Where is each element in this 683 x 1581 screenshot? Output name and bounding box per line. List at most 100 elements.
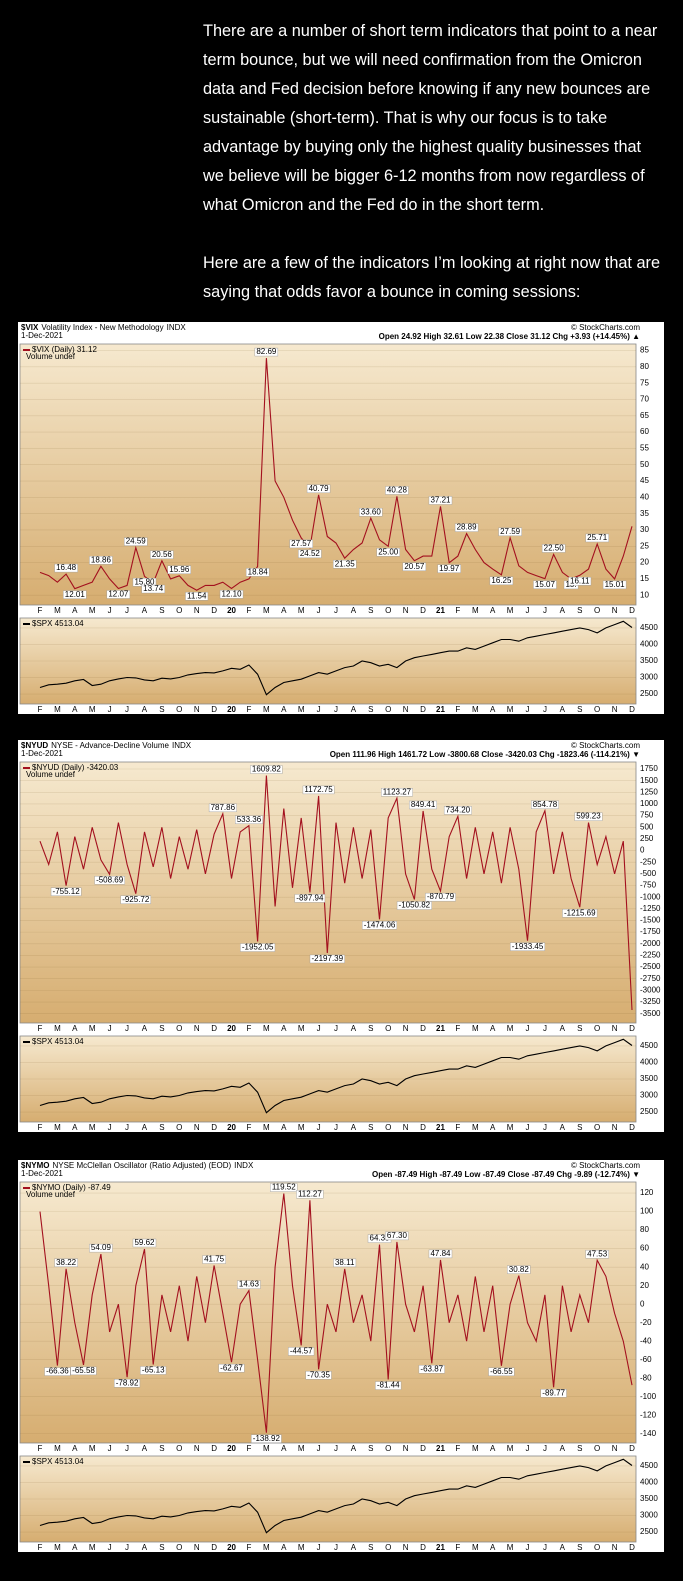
value-label-box <box>245 568 270 577</box>
x-tick-label: M <box>263 1543 270 1552</box>
x-tick-label: S <box>159 1123 164 1132</box>
legend-volume: Volume undef <box>26 770 76 779</box>
value-label-box <box>332 559 357 569</box>
y-tick-label: -2750 <box>640 974 661 983</box>
x-tick-label: J <box>526 1444 530 1453</box>
series-line <box>39 1458 633 1534</box>
x-tick-label: J <box>108 1444 112 1453</box>
x-tick-label: M <box>507 705 514 714</box>
value-label: 20.56 <box>152 550 173 559</box>
chart-exchange: INDX <box>167 323 187 332</box>
x-tick-label: J <box>526 606 530 615</box>
value-label: 16.11 <box>570 576 590 585</box>
value-label-box <box>54 1258 78 1267</box>
value-label-box <box>585 1249 609 1259</box>
value-label: -65.58 <box>72 1366 95 1375</box>
x-tick-label: S <box>159 1543 164 1552</box>
x-tick-label: F <box>246 1024 251 1033</box>
y-tick-label: 4500 <box>640 623 658 632</box>
x-tick-label: J <box>334 1123 338 1132</box>
y-tick-label: 2500 <box>640 1107 658 1116</box>
x-tick-label: S <box>577 606 582 615</box>
x-tick-label: N <box>403 1543 409 1552</box>
y-tick-label: 1500 <box>640 776 658 785</box>
value-label: 533.36 <box>237 815 262 824</box>
x-tick-label: N <box>612 606 618 615</box>
y-tick-label: -80 <box>640 1373 652 1382</box>
value-label-box <box>208 803 237 813</box>
value-label-box <box>568 577 592 586</box>
y-tick-label: -1000 <box>640 892 661 901</box>
chart-quote: Open 111.96 High 1461.72 Low -3800.68 Cl… <box>330 750 640 759</box>
value-label: 24.52 <box>300 549 321 558</box>
x-tick-label: F <box>38 1543 43 1552</box>
x-tick-label: A <box>142 705 148 714</box>
legend-label: $SPX 4513.04 <box>32 1037 84 1046</box>
chart-quote: Open -87.49 High -87.49 Low -87.49 Close… <box>372 1170 640 1179</box>
y-tick-label: 4000 <box>640 640 658 649</box>
x-tick-label: 21 <box>436 606 445 615</box>
value-label: 12.10 <box>222 589 243 598</box>
x-tick-label: M <box>89 1444 96 1453</box>
value-label: -70.35 <box>307 1370 330 1379</box>
value-label: 15.96 <box>169 565 190 574</box>
chart-symbol: $NYMO <box>21 1161 49 1170</box>
value-label: -66.55 <box>490 1367 513 1376</box>
paragraph: There are a number of short term indicat… <box>203 22 658 214</box>
value-label: 734.20 <box>446 805 471 814</box>
x-tick-label: M <box>54 1123 61 1132</box>
y-tick-label: 40 <box>640 492 649 501</box>
x-tick-label: F <box>38 606 43 615</box>
x-tick-label: N <box>612 1024 618 1033</box>
y-tick-label: 35 <box>640 509 649 518</box>
value-label: 40.28 <box>387 486 408 495</box>
value-label: 20.57 <box>404 562 425 571</box>
x-tick-label: S <box>159 606 164 615</box>
panel-background <box>19 343 637 606</box>
x-tick-label: M <box>298 1543 305 1552</box>
x-tick-label: A <box>560 705 566 714</box>
x-tick-label: N <box>612 1123 618 1132</box>
x-tick-label: M <box>89 1543 96 1552</box>
x-tick-label: A <box>560 1123 566 1132</box>
value-label-box <box>362 921 398 930</box>
y-tick-label: 45 <box>640 476 649 485</box>
x-tick-label: F <box>246 1123 251 1132</box>
value-label-box <box>298 549 322 559</box>
x-tick-label: M <box>472 1123 479 1132</box>
x-tick-label: M <box>298 1024 305 1033</box>
value-label: 47.84 <box>430 1249 451 1258</box>
x-tick-label: O <box>385 1543 391 1552</box>
value-label: 12.01 <box>65 590 86 599</box>
chart-title: Volatility Index - New Methodology <box>41 323 163 332</box>
chart: $NYMO NYSE McClellan Oscillator (Ratio Ad… <box>18 1160 664 1552</box>
y-tick-label: 25 <box>640 541 649 550</box>
y-tick-label: 120 <box>640 1188 654 1197</box>
value-label-box <box>54 563 78 573</box>
value-label: 854.78 <box>533 800 558 809</box>
value-label-box <box>385 486 409 495</box>
x-tick-label: J <box>125 1024 129 1033</box>
x-tick-label: 20 <box>227 1444 236 1453</box>
y-tick-label: -2000 <box>640 939 661 948</box>
value-label: 112.27 <box>298 1189 322 1198</box>
x-tick-label: D <box>629 1543 635 1552</box>
x-tick-label: 21 <box>436 1543 445 1552</box>
value-label: 787.86 <box>211 803 236 812</box>
value-label-box <box>409 800 437 810</box>
value-label-box <box>428 496 453 505</box>
value-label-box <box>531 800 559 809</box>
value-label-box <box>425 892 456 902</box>
y-tick-label: -20 <box>640 1318 652 1327</box>
value-label: -138.92 <box>253 1434 281 1443</box>
value-label-box <box>562 909 598 918</box>
chart-date: 1-Dec-2021 <box>21 749 63 758</box>
x-tick-label: 20 <box>227 1543 236 1552</box>
x-tick-label: J <box>543 1444 547 1453</box>
x-tick-label: 21 <box>436 1024 445 1033</box>
x-tick-label: 21 <box>436 1123 445 1132</box>
x-tick-label: J <box>334 606 338 615</box>
value-label-box <box>498 527 522 537</box>
x-tick-label: F <box>38 1123 43 1132</box>
x-tick-label: A <box>72 1123 78 1132</box>
